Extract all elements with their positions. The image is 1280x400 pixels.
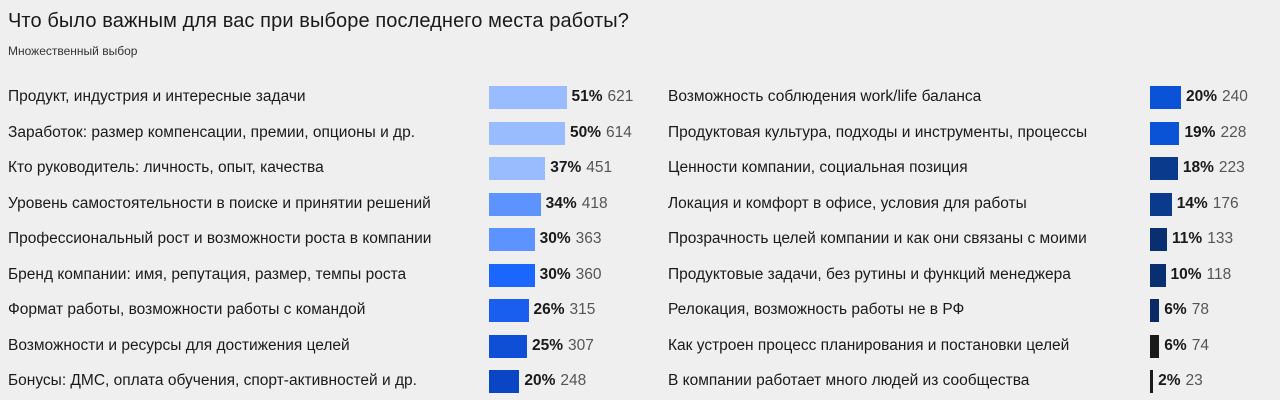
bar-row: Продуктовая культура, подходы и инструме… [668,116,1268,152]
percent-label: 14% [1176,194,1208,212]
count-label: 614 [606,123,632,141]
category-label: Заработок: размер компенсации, премии, о… [8,123,416,141]
category-label: Формат работы, возможности работы с кома… [8,301,366,318]
chart-subtitle: Множественный выбор [8,44,138,58]
category-label: Возможность соблюдения work/life баланса [668,88,982,105]
percent-label: 6% [1164,301,1187,318]
bar-row: Возможности и ресурсы для достижения цел… [8,329,648,365]
bar-row: Продуктовые задачи, без рутины и функций… [668,258,1268,294]
chart-title: Что было важным для вас при выборе после… [8,10,629,32]
category-label: Профессиональный рост и возможности рост… [8,230,432,247]
category-label: Релокация, возможность работы не в РФ [668,301,965,318]
bar-row: Локация и комфорт в офисе, условия для р… [668,187,1268,223]
bar-row: Профессиональный рост и возможности рост… [8,222,648,258]
count-label: 360 [575,265,602,283]
bar [1150,370,1154,393]
bar [489,121,565,145]
bar-row: Как устроен процесс планирования и поста… [668,329,1268,365]
bar-row: Возможность соблюдения work/life баланса… [668,80,1268,116]
count-label: 176 [1212,194,1239,212]
category-label: Прозрачность целей компании и как они св… [668,230,1087,247]
bar-row: Заработок: размер компенсации, премии, о… [8,116,648,152]
percent-label: 26% [533,301,565,318]
bar [489,86,567,109]
bar-row: Бонусы: ДМС, оплата обучения, спорт-акти… [8,364,648,400]
count-label: 228 [1220,123,1247,141]
count-label: 240 [1222,88,1248,105]
bar [489,228,535,251]
percent-label: 51% [571,88,603,105]
bar-row: Формат работы, возможности работы с кома… [8,293,648,329]
category-label: Продукт, индустрия и интересные задачи [8,88,306,105]
category-label: Бонусы: ДМС, оплата обучения, спорт-акти… [8,372,417,389]
bar-row: Прозрачность целей компании и как они св… [668,222,1268,258]
bar [1150,299,1160,322]
bar [1150,192,1172,216]
percent-label: 20% [524,372,556,389]
bar [1150,157,1178,180]
bar-row: Кто руководитель: личность, опыт, качест… [8,151,648,187]
count-label: 133 [1207,230,1234,247]
category-label: Как устроен процесс планирования и поста… [668,336,1070,354]
bar-row: Уровень самостоятельности в поиске и при… [8,187,648,223]
percent-label: 20% [1186,88,1218,105]
count-label: 621 [607,88,634,105]
percent-label: 34% [545,194,577,212]
percent-label: 30% [539,230,571,247]
category-label: Кто руководитель: личность, опыт, качест… [8,159,324,176]
count-label: 74 [1191,336,1209,354]
category-label: В компании работает много людей из сообщ… [668,372,1030,389]
count-label: 307 [568,336,594,354]
percent-label: 11% [1172,230,1203,247]
bar [489,157,546,180]
category-label: Ценности компании, социальная позиция [668,159,968,176]
bar [1150,86,1181,109]
bar-row: Бренд компании: имя, репутация, размер, … [8,258,648,294]
count-label: 23 [1185,372,1203,389]
bar-row: Ценности компании, социальная позиция 18%… [668,151,1268,187]
bar-row: Продукт, индустрия и интересные задачи 51… [8,80,648,116]
count-label: 315 [569,301,596,318]
category-label: Бренд компании: имя, репутация, размер, … [8,265,407,283]
bar [1150,121,1180,145]
bar [489,334,527,358]
bar [1150,334,1160,358]
right-bar-chart: Возможность соблюдения work/life баланса… [668,80,1268,400]
category-label: Продуктовые задачи, без рутины и функций… [668,265,1071,283]
bar-row: В компании работает много людей из сообщ… [668,364,1268,400]
percent-label: 25% [532,336,564,354]
count-label: 78 [1191,301,1209,318]
percent-label: 30% [539,265,571,283]
bar-row: Релокация, возможность работы не в РФ 6% 7… [668,293,1268,329]
bar [489,370,520,393]
count-label: 118 [1206,265,1232,283]
count-label: 418 [581,194,608,212]
count-label: 451 [586,159,613,176]
bar [1150,263,1166,287]
percent-label: 50% [570,123,602,141]
category-label: Уровень самостоятельности в поиске и при… [8,194,431,212]
category-label: Продуктовая культура, подходы и инструме… [668,123,1088,141]
percent-label: 10% [1170,265,1202,283]
bar [1150,228,1168,251]
percent-label: 6% [1164,336,1187,354]
bar [489,299,529,322]
category-label: Возможности и ресурсы для достижения цел… [8,336,350,354]
count-label: 363 [575,230,602,247]
left-bar-chart: Продукт, индустрия и интересные задачи 51… [8,80,648,400]
count-label: 223 [1218,159,1245,176]
percent-label: 37% [550,159,582,176]
percent-label: 19% [1184,123,1216,141]
category-label: Локация и комфорт в офисе, условия для р… [668,194,1027,212]
percent-label: 18% [1182,159,1214,176]
bar [489,263,535,287]
percent-label: 2% [1158,372,1181,389]
count-label: 248 [560,372,587,389]
bar [489,192,541,216]
